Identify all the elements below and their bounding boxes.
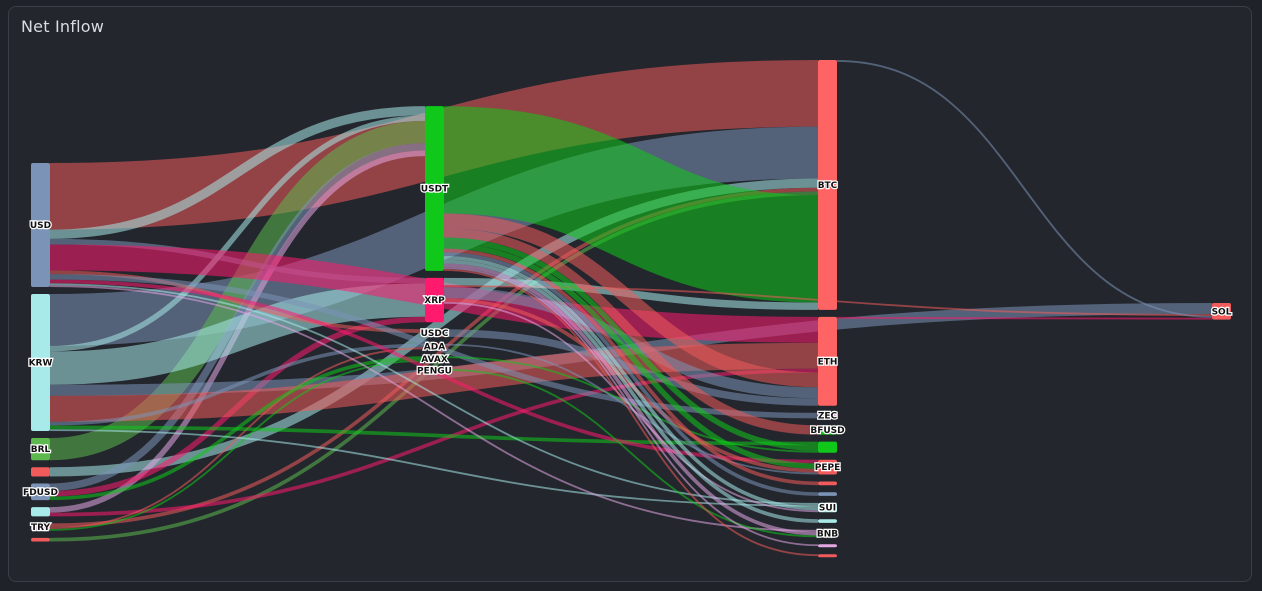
link-usdt-trx[interactable]	[443, 252, 819, 496]
node-label-ada: ADA	[424, 342, 445, 352]
node-btc[interactable]	[818, 60, 837, 310]
node-eur[interactable]	[31, 467, 50, 477]
node-label-bnb: BNB	[817, 530, 838, 540]
link-usd-sui[interactable]	[49, 283, 819, 505]
node-sui[interactable]	[818, 502, 837, 513]
node-label-usdc: USDC	[421, 329, 449, 339]
node-label-fdusd: FDUSD	[23, 488, 58, 498]
link-krw-ada[interactable]	[49, 343, 426, 426]
node-label-krw: KRW	[29, 359, 53, 369]
node-ltc[interactable]	[818, 519, 837, 523]
link-usdt-link[interactable]	[443, 248, 819, 486]
link-krw-sui[interactable]	[49, 429, 819, 507]
link-usdt-bnb[interactable]	[443, 263, 819, 536]
node-label-usd: USD	[30, 221, 51, 231]
nodes-layer: USD KRW BRL FDUSD TRY USDT XRP USDC ADA AVAXPENGU…	[22, 60, 1233, 558]
link-pengu-bnb[interactable]	[443, 368, 819, 538]
link-btc-sol[interactable]	[836, 60, 1213, 318]
link-try-avax[interactable]	[49, 359, 426, 531]
link-usdt-pepe[interactable]	[443, 243, 819, 469]
node-ada[interactable]	[425, 343, 444, 350]
node-bfusd[interactable]	[818, 425, 837, 435]
node-usdt[interactable]	[425, 106, 444, 271]
node-label-pepe: PEPE	[815, 463, 841, 473]
link-eth-sol[interactable]	[836, 316, 1213, 320]
link-krw-doge[interactable]	[49, 425, 819, 446]
node-label-sol: SOL	[1212, 307, 1232, 317]
link-usd-bnb[interactable]	[49, 285, 819, 532]
node-fdusd[interactable]	[31, 483, 50, 501]
node-gbp[interactable]	[31, 507, 50, 517]
link-usdt-btc[interactable]	[443, 106, 819, 303]
node-brl[interactable]	[31, 438, 50, 461]
node-sol[interactable]	[1212, 303, 1231, 320]
link-usdt-eth[interactable]	[443, 213, 819, 388]
node-label-btc: BTC	[818, 181, 838, 191]
node-link[interactable]	[818, 481, 837, 486]
link-krw-xrp[interactable]	[49, 283, 426, 385]
node-bnb[interactable]	[818, 529, 837, 538]
node-pepe[interactable]	[818, 459, 837, 475]
node-label-bfusd: BFUSD	[810, 426, 844, 436]
node-avax[interactable]	[425, 356, 444, 362]
node-label-xrp: XRP	[424, 296, 445, 306]
node-krw[interactable]	[31, 294, 50, 432]
node-trx[interactable]	[818, 492, 837, 496]
node-label-zec: ZEC	[818, 412, 838, 422]
panel-title: Net Inflow	[21, 17, 104, 36]
link-krw-usdt[interactable]	[49, 115, 426, 352]
node-label-sui: SUI	[819, 504, 836, 514]
node-zec[interactable]	[818, 412, 837, 419]
node-usd[interactable]	[31, 163, 50, 288]
link-usdt-ltc[interactable]	[443, 259, 819, 523]
node-xrp[interactable]	[425, 277, 444, 323]
links-layer	[49, 59, 1213, 557]
node-label-try: TRY	[31, 523, 51, 533]
link-avax-doge[interactable]	[443, 356, 819, 453]
link-usd-usdc[interactable]	[49, 270, 426, 333]
link-usdt-bfusd[interactable]	[443, 228, 819, 435]
node-pengu[interactable]	[425, 368, 444, 372]
node-doge[interactable]	[818, 441, 837, 453]
node-label-pengu: PENGU	[417, 366, 452, 376]
node-label-usdt: USDT	[421, 184, 449, 194]
node-label-brl: BRL	[31, 445, 51, 455]
link-usdt-sui[interactable]	[443, 256, 819, 511]
link-usdt-other[interactable]	[443, 269, 819, 557]
node-other[interactable]	[818, 554, 837, 558]
node-eth[interactable]	[818, 316, 837, 406]
node-jpy[interactable]	[31, 537, 50, 542]
link-usdt-dot[interactable]	[443, 267, 819, 547]
node-label-avax: AVAX	[421, 355, 448, 365]
link-usd-usdt[interactable]	[49, 106, 426, 239]
node-label-eth: ETH	[818, 357, 838, 367]
node-dot[interactable]	[818, 544, 837, 548]
link-usdt-doge[interactable]	[443, 237, 819, 451]
node-usdc[interactable]	[425, 329, 444, 337]
node-try[interactable]	[31, 523, 50, 531]
link-ada-pepe[interactable]	[443, 343, 819, 475]
